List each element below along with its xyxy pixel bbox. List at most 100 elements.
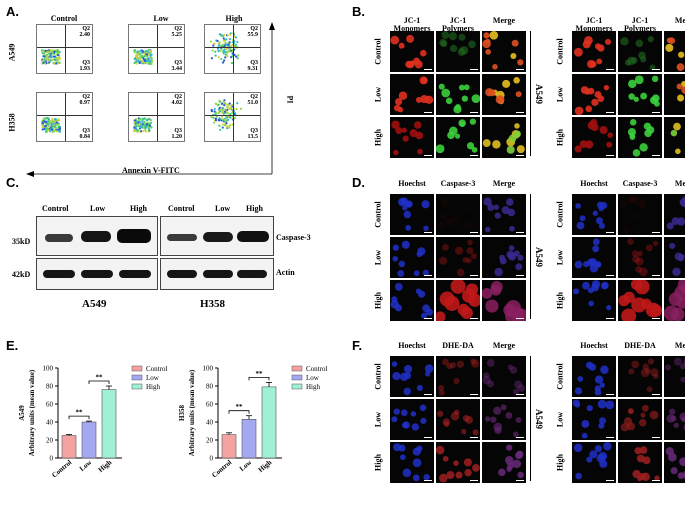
caspase-image bbox=[482, 194, 526, 235]
gate-line bbox=[129, 47, 184, 48]
scale-bar bbox=[470, 394, 478, 395]
scale-bar bbox=[470, 155, 478, 156]
legend-label-low: Low bbox=[146, 374, 160, 382]
legend-label-control: Control bbox=[306, 365, 327, 373]
scale-bar bbox=[516, 69, 524, 70]
wb-blot-actin-a549 bbox=[36, 258, 158, 290]
scale-bar bbox=[652, 112, 660, 113]
caspase-header: Hoechst bbox=[398, 179, 426, 188]
dhe-row-label: Low bbox=[373, 411, 383, 428]
dhe-bracket bbox=[530, 356, 531, 481]
significance-label: ** bbox=[236, 403, 244, 411]
x-tick-label: Control bbox=[210, 458, 233, 479]
cell-blobs bbox=[439, 239, 477, 277]
scale-bar bbox=[470, 69, 478, 70]
panel-label-a: A. bbox=[6, 4, 19, 19]
legend-label-low: Low bbox=[306, 374, 320, 382]
jc1-image bbox=[436, 31, 480, 72]
cell-blobs bbox=[439, 31, 476, 56]
y-tick-label: 60 bbox=[206, 401, 214, 409]
jc1-image bbox=[618, 31, 662, 72]
flow-plot: Q2 5.25 Q3 3.44 bbox=[128, 24, 185, 74]
wb-protein-actin: Actin bbox=[276, 268, 295, 277]
scale-bar bbox=[516, 480, 524, 481]
q2-label: Q2 bbox=[174, 94, 182, 100]
bar-high bbox=[261, 386, 277, 459]
gate-line bbox=[157, 93, 158, 141]
significance-label: ** bbox=[96, 374, 104, 382]
cell-blobs bbox=[391, 120, 424, 156]
caspase-cellline-label: A549 bbox=[534, 247, 544, 267]
quadrant-q2: Q2 5.25 bbox=[172, 26, 183, 38]
flow-plot: Q2 51.0 Q3 13.5 bbox=[204, 92, 261, 142]
jc1-header: JC-1 Monomers bbox=[575, 16, 613, 33]
cell-blobs bbox=[483, 197, 516, 233]
cell-blobs bbox=[482, 123, 525, 154]
scale-bar bbox=[424, 275, 432, 276]
cell-blobs bbox=[620, 404, 659, 432]
cell-blobs bbox=[482, 359, 525, 395]
scale-bar bbox=[606, 112, 614, 113]
legend-swatch-low bbox=[131, 374, 143, 381]
dhe-image bbox=[618, 399, 662, 440]
wb-protein-caspase3: Caspase-3 bbox=[276, 233, 311, 242]
bar-control bbox=[61, 435, 77, 459]
dhe-image bbox=[482, 399, 526, 440]
q2-value: 2.40 bbox=[79, 32, 91, 38]
quadrant-q2: Q2 55.9 bbox=[248, 26, 259, 38]
dhe-image bbox=[390, 356, 434, 397]
cell-blobs bbox=[436, 409, 479, 436]
wb-blot-caspase3-a549 bbox=[36, 216, 158, 256]
cell-blobs bbox=[632, 446, 660, 482]
scale-bar bbox=[516, 112, 524, 113]
scale-bar bbox=[652, 437, 660, 438]
jc1-image bbox=[390, 74, 434, 115]
quadrant-q3: Q3 0.84 bbox=[80, 128, 91, 140]
caspase-bracket bbox=[530, 194, 531, 319]
quadrant-q3: Q3 1.20 bbox=[172, 128, 183, 140]
jc1-image bbox=[664, 74, 685, 115]
q3-value: 1.93 bbox=[79, 66, 91, 72]
dhe-image bbox=[572, 442, 616, 483]
q2-value: 5.25 bbox=[171, 32, 183, 38]
scale-bar bbox=[652, 155, 660, 156]
gate-line bbox=[233, 93, 234, 141]
wb-cond-low-h358: Low bbox=[215, 204, 231, 213]
panel-label-d: D. bbox=[352, 175, 365, 190]
dhe-image bbox=[618, 356, 662, 397]
q3-label: Q3 bbox=[250, 128, 258, 134]
legend-label-control: Control bbox=[146, 365, 167, 373]
cell-blobs bbox=[436, 118, 478, 154]
caspase-image bbox=[390, 280, 434, 321]
cell-blobs bbox=[436, 445, 480, 483]
dhe-image bbox=[664, 442, 685, 483]
scale-bar bbox=[424, 394, 432, 395]
jc1-header: JC-1 Polymers bbox=[624, 16, 656, 33]
caspase-image bbox=[664, 194, 685, 235]
bar-low bbox=[241, 419, 257, 459]
caspase-image bbox=[618, 280, 662, 321]
q2-value: 51.0 bbox=[247, 100, 259, 106]
q3-value: 0.84 bbox=[79, 134, 91, 140]
cell-blobs bbox=[494, 245, 524, 277]
caspase-image bbox=[482, 237, 526, 278]
dhe-image bbox=[572, 356, 616, 397]
q2-label: Q2 bbox=[82, 94, 90, 100]
legend-label-high: High bbox=[306, 383, 321, 391]
scale-bar bbox=[652, 275, 660, 276]
wb-cellline-a549: A549 bbox=[82, 298, 107, 310]
cell-blobs bbox=[669, 242, 685, 277]
dhe-row-label: Low bbox=[555, 411, 565, 428]
y-axis-label-line2: Arbitrary units (mean value) bbox=[28, 369, 36, 456]
cell-blobs bbox=[666, 196, 685, 230]
scale-bar bbox=[606, 318, 614, 319]
cell-blobs bbox=[436, 196, 473, 229]
cell-blobs bbox=[574, 361, 609, 396]
jc1-image bbox=[572, 74, 616, 115]
cell-blobs bbox=[665, 37, 685, 72]
flow-scatter bbox=[132, 117, 153, 134]
y-tick-label: 40 bbox=[46, 419, 54, 427]
y-tick-label: 20 bbox=[206, 437, 214, 445]
panel-label-f: F. bbox=[352, 338, 363, 353]
significance-bracket bbox=[88, 380, 110, 384]
